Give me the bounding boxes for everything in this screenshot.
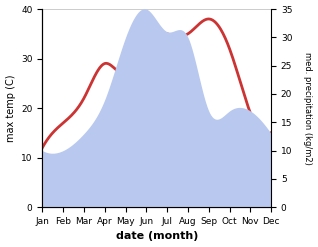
Y-axis label: med. precipitation (kg/m2): med. precipitation (kg/m2) <box>303 52 313 165</box>
Y-axis label: max temp (C): max temp (C) <box>5 74 16 142</box>
X-axis label: date (month): date (month) <box>115 231 198 242</box>
